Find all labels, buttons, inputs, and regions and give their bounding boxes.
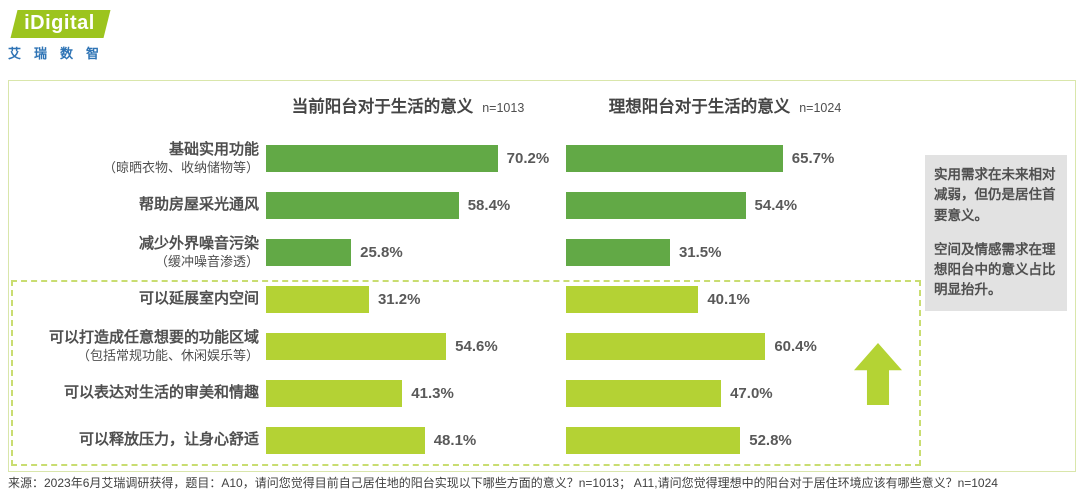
bar-value: 40.1% <box>707 291 750 308</box>
chart-title-current-text: 当前阳台对于生活的意义 <box>291 98 474 116</box>
annotation-box: 实用需求在未来相对减弱，但仍是居住首要意义。 空间及情感需求在理想阳台中的意义占… <box>925 155 1067 311</box>
bar-track-ideal: 31.5% <box>559 239 929 266</box>
bar-current <box>266 333 447 360</box>
bar-value: 52.8% <box>749 432 792 449</box>
bar-value: 54.4% <box>754 197 798 214</box>
row-label-main: 可以表达对生活的审美和情趣 <box>63 384 259 402</box>
bar-value: 47.0% <box>730 385 773 402</box>
chart-title-ideal-text: 理想阳台对于生活的意义 <box>608 98 791 116</box>
annotation-paragraph-2: 空间及情感需求在理想阳台中的意义占比明显抬升。 <box>934 241 1056 298</box>
chart-row: 可以释放压力，让身心舒适 48.1% 52.8% <box>9 417 929 464</box>
bar-value: 25.8% <box>360 244 403 261</box>
bar-current <box>266 145 498 172</box>
bar-track-current: 58.4% <box>259 192 559 219</box>
bar-ideal <box>566 239 670 266</box>
row-label-main: 减少外界噪音污染 <box>138 235 259 252</box>
chart-row: 可以表达对生活的审美和情趣 41.3% 47.0% <box>9 370 929 417</box>
bar-track-ideal: 60.4% <box>559 333 929 360</box>
row-label-main: 可以打造成任意想要的功能区域 <box>48 329 259 346</box>
chart-rows: 基础实用功能 （晾晒衣物、收纳储物等） 70.2% 65.7% 帮助房屋采光通风 58.4… <box>9 135 929 464</box>
annotation-paragraph-1: 实用需求在未来相对减弱，但仍是居住首要意义。 <box>934 167 1056 223</box>
bar-track-ideal: 52.8% <box>559 427 929 454</box>
bar-value: 31.5% <box>678 244 722 261</box>
bar-current <box>266 192 459 219</box>
bar-current <box>266 427 425 454</box>
bar-value: 65.7% <box>791 150 835 167</box>
chart-sample-size-ideal: n=1024 <box>799 101 842 115</box>
bar-track-current: 31.2% <box>259 286 559 313</box>
bar-current <box>266 380 403 407</box>
bar-current <box>266 286 369 313</box>
source-note: 来源：2023年6月艾瑞调研获得，题目：A10，请问您觉得目前自己居住地的阳台实… <box>8 476 998 490</box>
chart-row: 可以打造成任意想要的功能区域 （包括常规功能、休闲娱乐等） 54.6% 60.4% <box>9 323 929 370</box>
brand-logo: iDigital 艾瑞数智 <box>8 10 112 62</box>
bar-value: 60.4% <box>774 338 817 355</box>
chart-title-current: 当前阳台对于生活的意义 n=1013 <box>243 93 573 117</box>
bar-track-ideal: 54.4% <box>559 192 929 219</box>
row-label: 帮助房屋采光通风 <box>9 196 259 215</box>
row-label-main: 帮助房屋采光通风 <box>138 196 259 214</box>
bar-value: 58.4% <box>467 197 511 214</box>
bar-track-current: 70.2% <box>259 145 559 172</box>
row-label: 可以表达对生活的审美和情趣 <box>9 384 259 403</box>
chart-row: 减少外界噪音污染 （缓冲噪音渗透） 25.8% 31.5% <box>9 229 929 276</box>
chart-title-ideal: 理想阳台对于生活的意义 n=1024 <box>560 93 890 117</box>
bar-track-current: 48.1% <box>259 427 559 454</box>
row-label-main: 基础实用功能 <box>168 141 259 158</box>
bar-ideal <box>566 380 722 407</box>
bar-ideal <box>566 333 766 360</box>
bar-track-current: 25.8% <box>259 239 559 266</box>
bar-value: 31.2% <box>377 291 421 308</box>
chart-row: 帮助房屋采光通风 58.4% 54.4% <box>9 182 929 229</box>
bar-value: 48.1% <box>433 432 477 449</box>
chart-panel: 当前阳台对于生活的意义 n=1013 理想阳台对于生活的意义 n=1024 基础… <box>8 80 1076 472</box>
row-label-main: 可以延展室内空间 <box>138 290 259 308</box>
bar-current <box>266 239 352 266</box>
bar-track-ideal: 47.0% <box>559 380 929 407</box>
brand-subtitle: 艾瑞数智 <box>8 46 113 61</box>
brand-logo-icon: iDigital <box>10 10 111 38</box>
bar-value: 70.2% <box>506 150 550 167</box>
chart-sample-size-current: n=1013 <box>482 101 525 115</box>
chart-row: 可以延展室内空间 31.2% 40.1% <box>9 276 929 323</box>
row-label: 可以释放压力，让身心舒适 <box>9 431 259 450</box>
bar-track-current: 41.3% <box>259 380 559 407</box>
row-label: 可以打造成任意想要的功能区域 （包括常规功能、休闲娱乐等） <box>9 329 259 364</box>
bar-ideal <box>566 286 699 313</box>
bar-track-ideal: 40.1% <box>559 286 929 313</box>
row-label-sub: （包括常规功能、休闲娱乐等） <box>76 347 259 363</box>
row-label: 基础实用功能 （晾晒衣物、收纳储物等） <box>9 141 259 176</box>
highlight-dashed-box <box>11 280 921 466</box>
bar-ideal <box>566 427 741 454</box>
chart-row: 基础实用功能 （晾晒衣物、收纳储物等） 70.2% 65.7% <box>9 135 929 182</box>
row-label-sub: （晾晒衣物、收纳储物等） <box>102 159 259 175</box>
row-label: 减少外界噪音污染 （缓冲噪音渗透） <box>9 235 259 270</box>
brand-name: iDigital <box>24 12 95 34</box>
bar-track-current: 54.6% <box>259 333 559 360</box>
row-label-main: 可以释放压力，让身心舒适 <box>78 431 259 449</box>
bar-value: 41.3% <box>411 385 454 402</box>
row-label-sub: （缓冲噪音渗透） <box>154 253 259 269</box>
bar-track-ideal: 65.7% <box>559 145 929 172</box>
bar-value: 54.6% <box>455 338 498 355</box>
bar-ideal <box>566 145 783 172</box>
bar-ideal <box>566 192 746 219</box>
row-label: 可以延展室内空间 <box>9 290 259 309</box>
